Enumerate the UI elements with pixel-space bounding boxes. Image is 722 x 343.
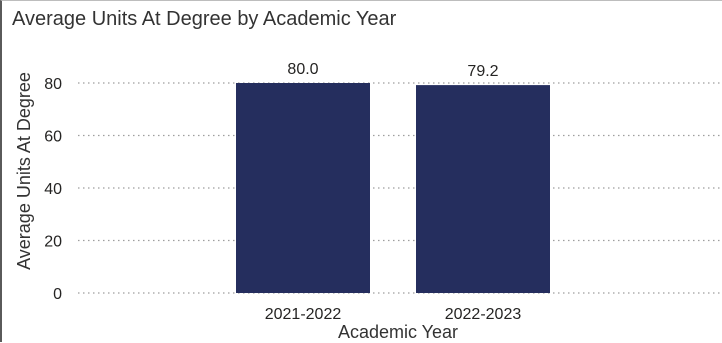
x-tick-label: 2021-2022 xyxy=(265,306,342,323)
chart-title: Average Units At Degree by Academic Year xyxy=(12,8,397,30)
bar[interactable] xyxy=(236,83,370,293)
y-tick-label: 80 xyxy=(44,76,62,93)
x-tick-label: 2022-2023 xyxy=(445,306,522,323)
labels: 0 20 40 60 80 80.0 2021-2022 79.2 2022-2023 xyxy=(44,61,521,323)
y-tick-label: 0 xyxy=(53,286,62,303)
bar[interactable] xyxy=(416,85,550,293)
gridlines xyxy=(78,82,722,294)
data-label: 80.0 xyxy=(287,61,318,78)
y-axis-label: Average Units At Degree xyxy=(14,72,34,270)
y-tick-label: 20 xyxy=(44,234,62,251)
bars xyxy=(236,83,550,293)
y-tick-label: 40 xyxy=(44,181,62,198)
y-tick-label: 60 xyxy=(44,129,62,146)
x-axis-label: Academic Year xyxy=(338,322,458,342)
data-label: 79.2 xyxy=(467,63,498,80)
